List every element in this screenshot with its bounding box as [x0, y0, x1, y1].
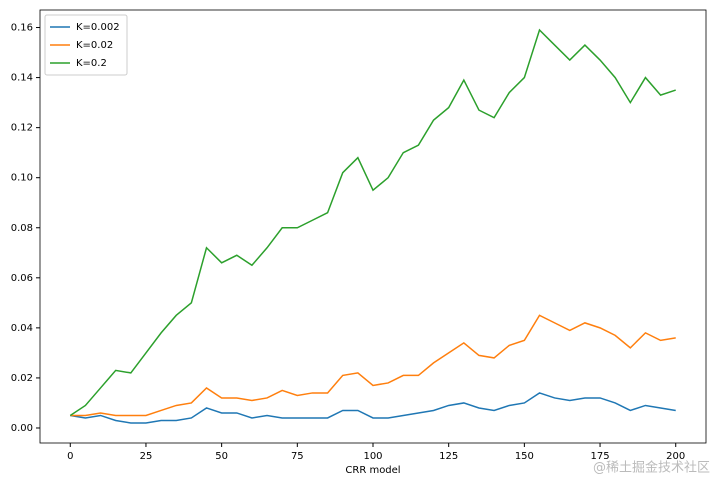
x-axis-label: CRR model [345, 465, 400, 476]
y-tick-label: 0.08 [11, 223, 33, 234]
series-line [70, 314, 676, 417]
x-tick-label: 25 [140, 451, 153, 462]
x-tick-label: 100 [363, 451, 382, 462]
legend-label: K=0.02 [76, 40, 113, 51]
x-tick-label: 125 [439, 451, 458, 462]
watermark: @稀土掘金技术社区 [593, 460, 710, 476]
x-tick-label: 50 [215, 451, 228, 462]
series-line [70, 392, 676, 424]
x-tick-label: 200 [666, 451, 685, 462]
legend-box [44, 14, 128, 76]
y-tick-label: 0.14 [11, 73, 33, 84]
legend-label: K=0.2 [76, 58, 107, 69]
y-tick-label: 0.10 [11, 173, 33, 184]
x-tick-label: 75 [291, 451, 304, 462]
plot-frame [39, 9, 707, 444]
y-tick-label: 0.04 [11, 323, 33, 334]
y-tick-label: 0.06 [11, 273, 33, 284]
legend-label: K=0.002 [76, 22, 120, 33]
x-tick-label: 150 [515, 451, 534, 462]
y-tick-label: 0.16 [11, 23, 33, 34]
series-line [69, 28, 676, 417]
x-tick-label: 0 [67, 451, 73, 462]
y-tick-label: 0.02 [11, 373, 33, 384]
y-tick-label: 0.12 [11, 123, 33, 134]
x-tick-label: 175 [590, 451, 609, 462]
y-tick-label: 0.00 [11, 423, 33, 434]
